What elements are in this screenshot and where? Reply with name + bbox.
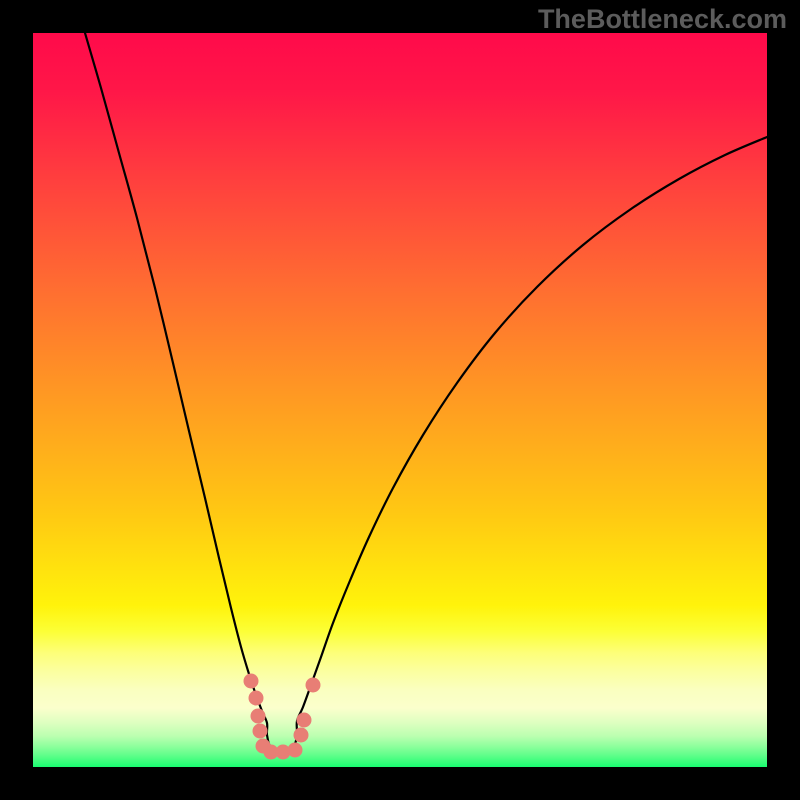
data-marker bbox=[297, 713, 312, 728]
data-marker bbox=[251, 709, 266, 724]
bottleneck-chart bbox=[33, 33, 767, 767]
data-marker bbox=[253, 724, 268, 739]
data-marker bbox=[244, 674, 259, 689]
gradient-background bbox=[33, 33, 767, 767]
data-marker bbox=[288, 743, 303, 758]
watermark-text: TheBottleneck.com bbox=[538, 4, 787, 35]
plot-frame bbox=[33, 33, 767, 767]
data-marker bbox=[294, 728, 309, 743]
data-marker bbox=[306, 678, 321, 693]
data-marker bbox=[249, 691, 264, 706]
